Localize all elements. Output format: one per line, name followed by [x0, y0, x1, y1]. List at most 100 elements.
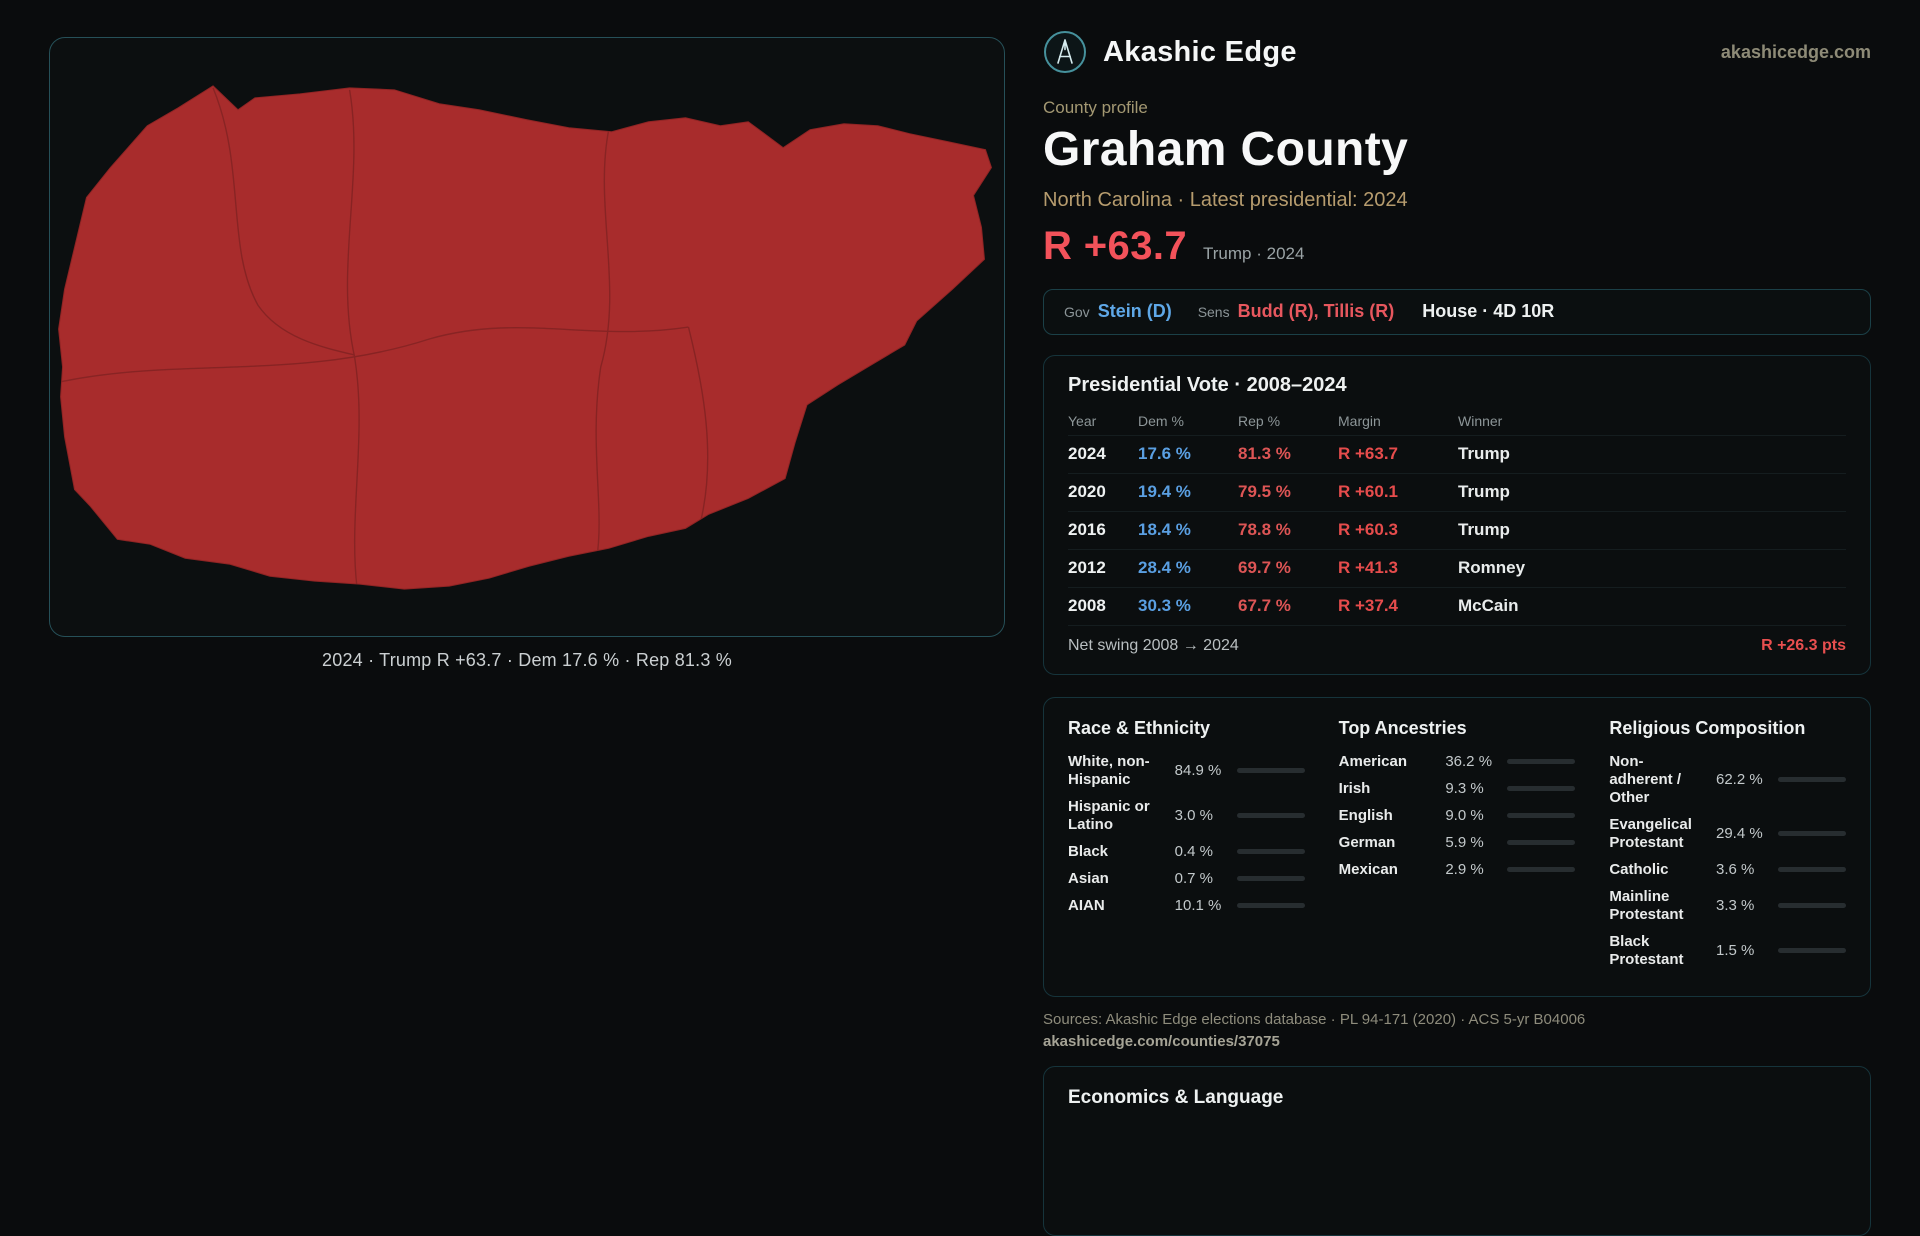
demo-bar — [1236, 768, 1305, 774]
demo-row: American 36.2 % — [1339, 753, 1576, 771]
demo-label: Black — [1068, 842, 1109, 860]
demo-label: English — [1338, 806, 1393, 824]
sens-label: Sens — [1197, 303, 1230, 320]
brand-header: Akashic Edge akashicedge.com — [1043, 26, 1871, 78]
vote-rep: 69.7 % — [1238, 558, 1291, 578]
demo-label: German — [1338, 833, 1396, 851]
net-swing-value: R +26.3 pts — [1761, 636, 1846, 654]
col-winner: Winner — [1458, 412, 1503, 429]
col-dem: Dem % — [1138, 412, 1184, 429]
demo-label: Asian — [1068, 869, 1109, 887]
akashic-edge-logo-icon[interactable] — [1043, 30, 1087, 74]
demo-bar — [1778, 867, 1846, 873]
vote-margin: R +60.3 — [1338, 520, 1399, 540]
demo-bar — [1778, 777, 1846, 783]
vote-year: 2020 — [1068, 482, 1106, 502]
demo-bar — [1236, 876, 1305, 882]
vote-rep: 67.7 % — [1238, 596, 1291, 616]
demographics-panel: Race & Ethnicity White, non-Hispanic 84.… — [1043, 696, 1871, 997]
vote-dem: 30.3 % — [1138, 596, 1191, 616]
vote-rep: 81.3 % — [1238, 444, 1291, 464]
demo-row: Catholic 3.6 % — [1609, 861, 1846, 879]
demo-value: 9.0 % — [1445, 807, 1484, 825]
presidential-vote-panel: Presidential Vote · 2008–2024 Year Dem %… — [1043, 354, 1871, 675]
precinct-boundaries — [60, 87, 709, 590]
ancestries-title: Top Ancestries — [1338, 717, 1467, 738]
demo-row: AIAN 10.1 % — [1068, 897, 1305, 915]
vote-winner: Trump — [1458, 520, 1510, 540]
net-swing-row: Net swing 2008 → 2024 R +26.3 pts — [1068, 624, 1846, 666]
demo-value: 10.1 % — [1174, 897, 1222, 915]
race-ethnicity-column: Race & Ethnicity White, non-Hispanic 84.… — [1068, 718, 1305, 978]
demo-value: 3.0 % — [1174, 807, 1214, 825]
demo-label: Evangelical Protestant — [1609, 815, 1692, 851]
demo-value: 9.3 % — [1445, 780, 1484, 798]
religion-title: Religious Composition — [1609, 717, 1806, 738]
demo-bar — [1778, 948, 1846, 954]
demo-value: 2.9 % — [1445, 861, 1484, 879]
demo-bar — [1778, 903, 1846, 909]
vote-dem: 17.6 % — [1138, 444, 1191, 464]
demo-row: Mexican 2.9 % — [1339, 861, 1576, 879]
demo-bar — [1236, 849, 1305, 855]
demo-value: 62.2 % — [1716, 771, 1763, 789]
vote-winner: Romney — [1458, 558, 1526, 578]
demo-value: 36.2 % — [1445, 753, 1493, 771]
vote-table-row: 2020 19.4 % 79.5 % R +60.1 Trump — [1068, 472, 1846, 511]
county-shape — [58, 85, 992, 590]
headline-margin-note: Trump · 2024 — [1203, 243, 1305, 263]
demo-value: 3.6 % — [1716, 861, 1755, 879]
demo-label: Non-adherent / Other — [1609, 752, 1682, 806]
county-profile-page: 2024 · Trump R +63.7 · Dem 17.6 % · Rep … — [49, 26, 1871, 1236]
vote-table-header: Year Dem % Rep % Margin Winner — [1068, 407, 1846, 435]
demo-value: 3.3 % — [1716, 897, 1755, 915]
demo-label: Mainline Protestant — [1609, 887, 1684, 923]
demo-row: Mainline Protestant 3.3 % — [1609, 888, 1846, 924]
col-margin: Margin — [1338, 412, 1381, 429]
vote-winner: Trump — [1458, 444, 1510, 464]
sources-line: Sources: Akashic Edge elections database… — [1043, 1010, 1586, 1028]
vote-table-row: 2016 18.4 % 78.8 % R +60.3 Trump — [1068, 510, 1846, 549]
vote-winner: Trump — [1458, 482, 1510, 502]
demo-row: Evangelical Protestant 29.4 % — [1609, 816, 1846, 852]
demo-value: 29.4 % — [1716, 825, 1763, 843]
demo-value: 1.5 % — [1716, 942, 1755, 960]
county-map — [58, 85, 992, 590]
demo-bar — [1507, 813, 1576, 819]
brand-domain-link[interactable]: akashicedge.com — [1720, 41, 1871, 62]
vote-margin: R +41.3 — [1338, 558, 1399, 578]
demo-label: Mexican — [1338, 860, 1398, 878]
demo-label: AIAN — [1068, 896, 1105, 914]
demo-row: German 5.9 % — [1339, 834, 1576, 852]
county-profile-kicker: County profile — [1043, 98, 1148, 117]
demo-label: Black Protestant — [1609, 932, 1684, 968]
economics-language-title: Economics & Language — [1068, 1087, 1284, 1109]
demo-bar — [1236, 903, 1305, 909]
demo-value: 5.9 % — [1445, 834, 1484, 852]
demo-label: Catholic — [1609, 860, 1669, 878]
religion-column: Religious Composition Non-adherent / Oth… — [1609, 718, 1846, 978]
vote-dem: 28.4 % — [1138, 558, 1191, 578]
demo-label: Irish — [1338, 779, 1371, 797]
vote-margin: R +60.1 — [1338, 482, 1399, 502]
gov-value: Stein (D) — [1097, 301, 1172, 322]
vote-margin: R +37.4 — [1338, 596, 1399, 616]
vote-table-row: 2012 28.4 % 69.7 % R +41.3 Romney — [1068, 548, 1846, 587]
county-permalink[interactable]: akashicedge.com/counties/37075 — [1043, 1032, 1280, 1050]
demo-value: 0.7 % — [1174, 870, 1214, 888]
vote-year: 2008 — [1068, 596, 1106, 616]
vote-margin: R +63.7 — [1338, 444, 1399, 464]
vote-year: 2024 — [1068, 444, 1106, 464]
house-delegation: House · 4D 10R — [1422, 301, 1555, 322]
demo-bar — [1507, 867, 1576, 873]
sources-block: Sources: Akashic Edge elections database… — [1043, 1009, 1871, 1053]
sens-value: Budd (R), Tillis (R) — [1237, 301, 1395, 322]
net-swing-label: Net swing 2008 → 2024 — [1068, 636, 1239, 654]
demo-row: Non-adherent / Other 62.2 % — [1609, 753, 1846, 807]
officials-bar: Gov Stein (D) Sens Budd (R), Tillis (R) … — [1043, 288, 1871, 335]
vote-panel-title: Presidential Vote · 2008–2024 — [1068, 373, 1347, 396]
demo-row: Hispanic or Latino 3.0 % — [1068, 798, 1305, 834]
vote-dem: 18.4 % — [1138, 520, 1191, 540]
col-rep: Rep % — [1238, 412, 1281, 429]
economics-language-panel: Economics & Language — [1043, 1066, 1871, 1236]
